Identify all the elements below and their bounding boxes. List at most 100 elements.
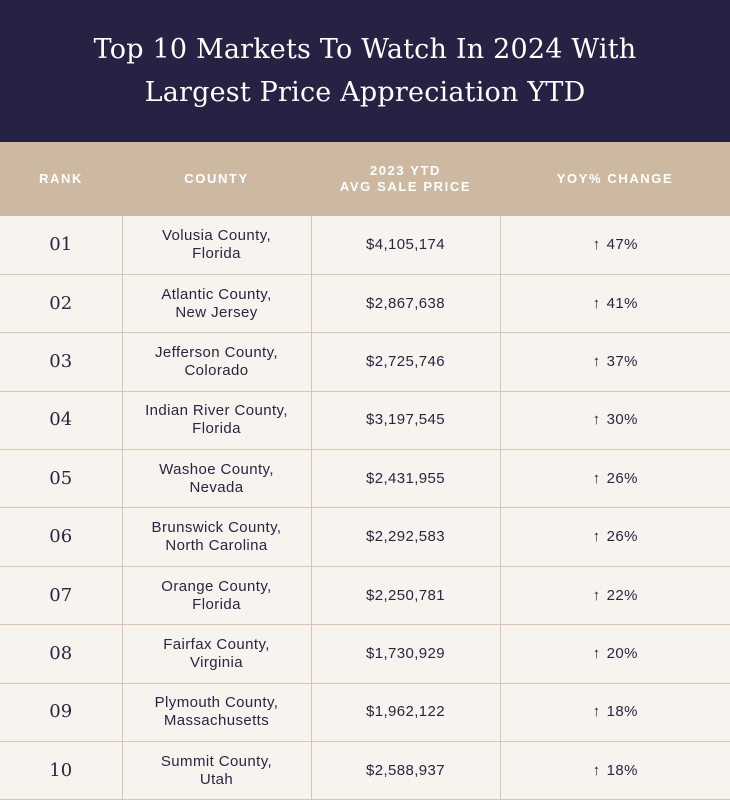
change-cell: ↑ 20%	[500, 624, 730, 684]
table-row: 03 Jefferson County, Colorado $2,725,746 ↑ 37…	[0, 332, 730, 392]
arrow-up-icon: ↑	[592, 469, 601, 487]
arrow-up-icon: ↑	[592, 586, 601, 604]
rank-cell: 06	[0, 507, 123, 567]
county-name: Summit County,	[160, 752, 273, 770]
rank-column-header: RANK	[39, 171, 83, 186]
rank-cell: 05	[0, 449, 123, 509]
county-state: Florida	[192, 244, 241, 262]
county-state: Colorado	[184, 361, 249, 379]
change-value: 41%	[606, 294, 638, 312]
price-header-line-2: AVG SALE PRICE	[339, 179, 472, 194]
county-state: Florida	[192, 420, 241, 438]
rank-cell: 07	[0, 566, 123, 626]
change-value: 18%	[606, 761, 638, 779]
title-line-1: Top 10 Markets To Watch In 2024 With	[93, 34, 637, 65]
change-cell: ↑ 26%	[500, 507, 730, 567]
county-cell: Atlantic County, New Jersey	[122, 274, 312, 334]
rank-cell: 01	[0, 216, 123, 275]
change-value: 20%	[606, 644, 638, 662]
arrow-up-icon: ↑	[592, 528, 601, 546]
county-state: Utah	[199, 770, 234, 788]
table-row: 01 Volusia County, Florida $4,105,174 ↑ 47%	[0, 216, 730, 275]
price-cell: $2,431,955	[311, 449, 501, 509]
county-state: Florida	[192, 595, 241, 613]
county-cell: Washoe County, Nevada	[122, 449, 312, 509]
price-cell: $1,730,929	[311, 624, 501, 684]
title-banner: Top 10 Markets To Watch In 2024 With Lar…	[0, 0, 730, 142]
change-cell: ↑ 37%	[500, 332, 730, 392]
table-row: 04 Indian River County, Florida $3,197,545 ↑…	[0, 391, 730, 451]
change-value: 47%	[606, 235, 638, 253]
price-cell: $3,197,545	[311, 391, 501, 451]
county-cell: Jefferson County, Colorado	[122, 332, 312, 392]
table-row: 09 Plymouth County, Massachusetts $1,962,12…	[0, 683, 730, 743]
county-state: North Carolina	[165, 537, 268, 555]
price-cell: $2,867,638	[311, 274, 501, 334]
table-row: 10 Summit County, Utah $2,588,937 ↑ 18%	[0, 741, 730, 800]
arrow-up-icon: ↑	[592, 644, 601, 662]
table-header-row: RANK COUNTY 2023 YTD AVG SALE PRICE YOY%…	[0, 142, 730, 216]
arrow-up-icon: ↑	[592, 352, 601, 370]
change-cell: ↑ 22%	[500, 566, 730, 626]
rank-cell: 09	[0, 683, 123, 743]
county-state: Massachusetts	[163, 712, 270, 730]
county-name: Indian River County,	[145, 402, 288, 420]
change-cell: ↑ 47%	[500, 216, 730, 275]
price-cell: $2,250,781	[311, 566, 501, 626]
title-line-2: Largest Price Appreciation YTD	[144, 77, 586, 108]
change-value: 30%	[606, 411, 638, 429]
county-state: Virginia	[190, 653, 243, 671]
county-cell: Brunswick County, North Carolina	[122, 507, 312, 567]
county-cell: Plymouth County, Massachusetts	[122, 683, 312, 743]
table-row: 02 Atlantic County, New Jersey $2,867,638 ↑ 4…	[0, 274, 730, 334]
county-cell: Summit County, Utah	[122, 741, 312, 800]
arrow-up-icon: ↑	[592, 703, 601, 721]
change-value: 26%	[606, 528, 638, 546]
price-column-header: 2023 YTD AVG SALE PRICE	[311, 142, 500, 216]
price-cell: $2,725,746	[311, 332, 501, 392]
table-row: 08 Fairfax County, Virginia $1,730,929 ↑ 20%	[0, 624, 730, 684]
county-cell: Volusia County, Florida	[122, 216, 312, 275]
price-header-line-1: 2023 YTD	[369, 163, 442, 178]
county-name: Volusia County,	[161, 226, 272, 244]
county-cell: Fairfax County, Virginia	[122, 624, 312, 684]
markets-table: RANK COUNTY 2023 YTD AVG SALE PRICE YOY%…	[0, 142, 730, 800]
county-state: New Jersey	[175, 303, 258, 321]
change-value: 22%	[606, 586, 638, 604]
county-name: Atlantic County,	[161, 285, 272, 303]
county-name: Jefferson County,	[155, 343, 278, 361]
county-name: Orange County,	[161, 577, 272, 595]
table-row: 06 Brunswick County, North Carolina $2,292,…	[0, 507, 730, 567]
rank-cell: 10	[0, 741, 123, 800]
county-cell: Indian River County, Florida	[122, 391, 312, 451]
county-name: Brunswick County,	[151, 519, 282, 537]
county-name: Plymouth County,	[154, 694, 279, 712]
change-value: 37%	[606, 352, 638, 370]
county-cell: Orange County, Florida	[122, 566, 312, 626]
rank-cell: 08	[0, 624, 123, 684]
rank-cell: 02	[0, 274, 123, 334]
change-cell: ↑ 18%	[500, 683, 730, 743]
rank-cell: 04	[0, 391, 123, 451]
change-cell: ↑ 18%	[500, 741, 730, 800]
arrow-up-icon: ↑	[592, 235, 601, 253]
rank-cell: 03	[0, 332, 123, 392]
arrow-up-icon: ↑	[592, 294, 601, 312]
table-row: 07 Orange County, Florida $2,250,781 ↑ 22%	[0, 566, 730, 626]
table-row: 05 Washoe County, Nevada $2,431,955 ↑ 26%	[0, 449, 730, 509]
change-value: 26%	[606, 469, 638, 487]
county-name: Washoe County,	[159, 460, 274, 478]
change-column-header: YOY% CHANGE	[556, 171, 674, 186]
change-cell: ↑ 41%	[500, 274, 730, 334]
county-state: Nevada	[189, 478, 244, 496]
county-name: Fairfax County,	[163, 635, 270, 653]
arrow-up-icon: ↑	[592, 411, 601, 429]
change-cell: ↑ 26%	[500, 449, 730, 509]
price-cell: $2,292,583	[311, 507, 501, 567]
price-cell: $2,588,937	[311, 741, 501, 800]
price-cell: $4,105,174	[311, 216, 501, 275]
change-value: 18%	[606, 703, 638, 721]
arrow-up-icon: ↑	[592, 761, 601, 779]
change-cell: ↑ 30%	[500, 391, 730, 451]
county-column-header: COUNTY	[184, 171, 249, 186]
